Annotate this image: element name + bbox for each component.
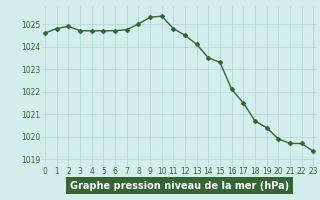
- X-axis label: Graphe pression niveau de la mer (hPa): Graphe pression niveau de la mer (hPa): [70, 181, 289, 191]
